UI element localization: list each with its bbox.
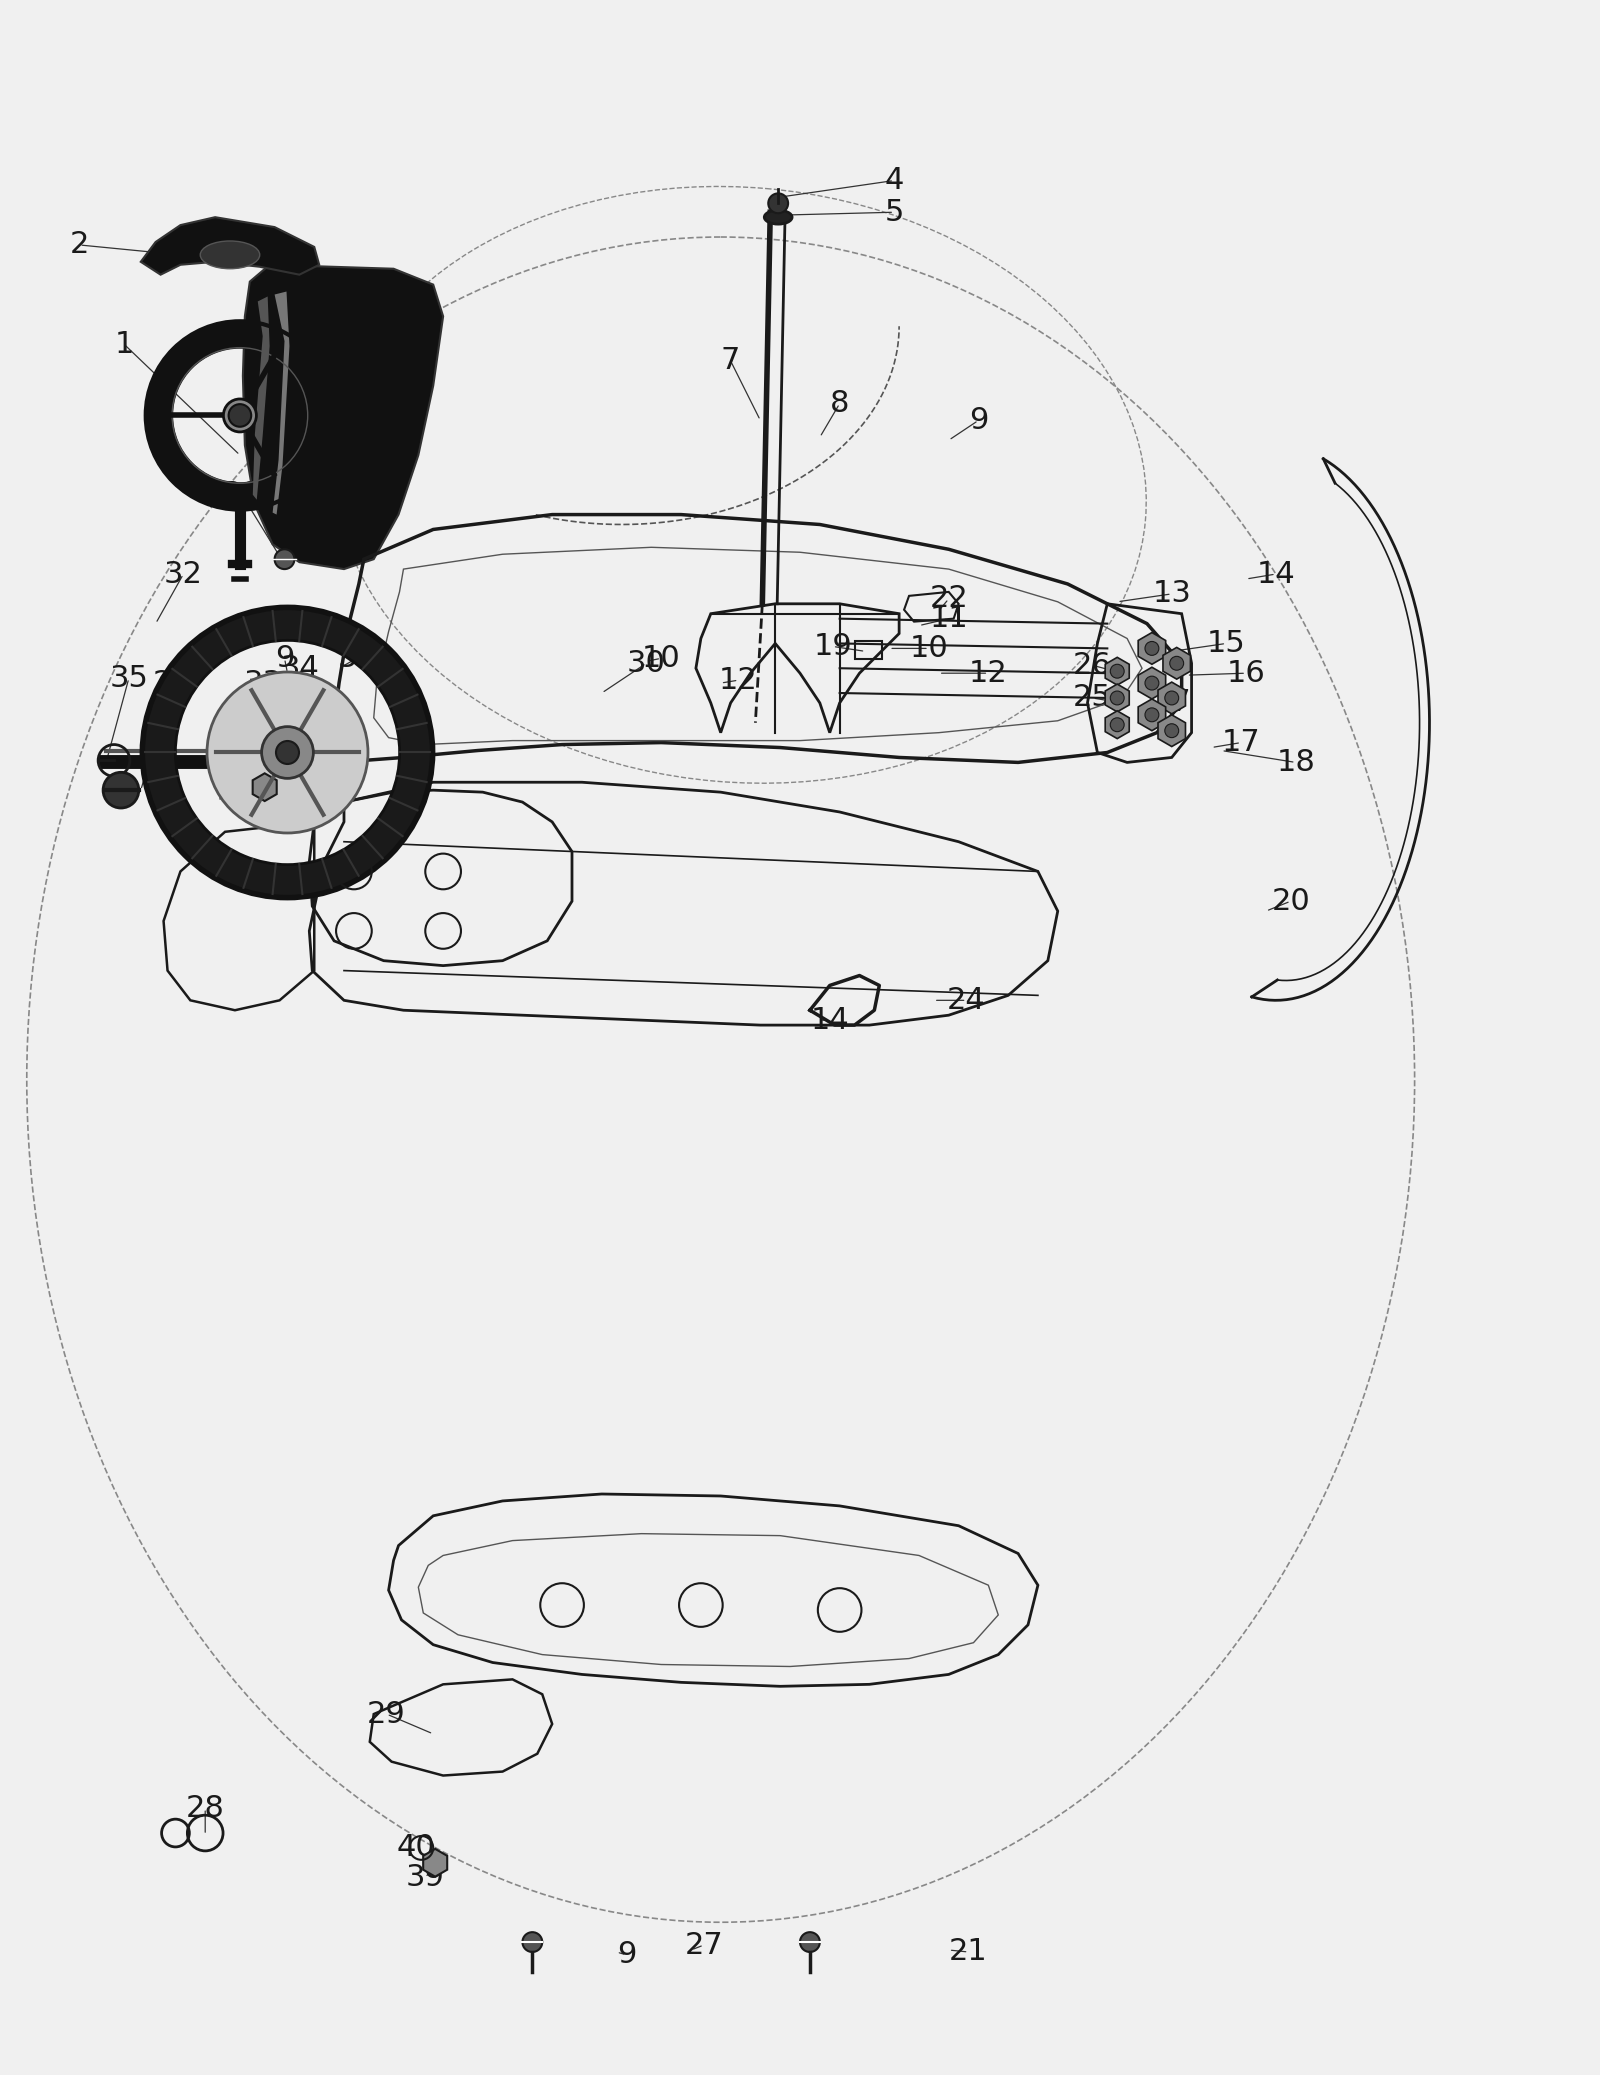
Text: 43: 43: [307, 342, 347, 371]
Text: 9: 9: [618, 1940, 637, 1969]
Circle shape: [1146, 708, 1158, 722]
Text: 9: 9: [210, 753, 230, 782]
Text: 9: 9: [275, 643, 294, 672]
Text: 14: 14: [810, 1006, 850, 1035]
Text: 25: 25: [1074, 683, 1112, 712]
Text: 27: 27: [685, 1930, 723, 1959]
Text: 35: 35: [109, 664, 149, 693]
Circle shape: [229, 405, 251, 427]
Text: 20: 20: [1272, 886, 1310, 915]
Text: 15: 15: [1206, 629, 1246, 658]
Text: 18: 18: [1277, 747, 1315, 776]
Circle shape: [102, 772, 139, 807]
Text: 1: 1: [114, 330, 134, 359]
Circle shape: [1146, 641, 1158, 656]
Text: 39: 39: [406, 1863, 445, 1892]
Text: 9: 9: [968, 407, 989, 436]
Polygon shape: [243, 266, 443, 569]
Circle shape: [1165, 691, 1179, 706]
Wedge shape: [144, 608, 432, 896]
Text: 3: 3: [304, 293, 325, 322]
Text: 26: 26: [1074, 652, 1112, 681]
Text: 41: 41: [266, 301, 304, 330]
Circle shape: [1165, 724, 1179, 737]
Text: 28: 28: [186, 1793, 224, 1822]
Text: 16: 16: [1227, 658, 1266, 687]
Ellipse shape: [200, 241, 259, 270]
Polygon shape: [141, 218, 320, 274]
Text: 17: 17: [1152, 689, 1190, 718]
Circle shape: [768, 193, 789, 214]
Circle shape: [1146, 676, 1158, 691]
Text: 5: 5: [885, 197, 904, 226]
Text: 2: 2: [70, 230, 90, 259]
Circle shape: [262, 726, 314, 778]
Text: 21: 21: [949, 1938, 987, 1967]
Text: 19: 19: [813, 633, 853, 662]
Text: 10: 10: [642, 643, 680, 672]
Circle shape: [1110, 664, 1125, 679]
Polygon shape: [253, 297, 270, 500]
Text: 31: 31: [338, 643, 376, 672]
Text: 8: 8: [830, 388, 850, 417]
Text: 7: 7: [722, 347, 741, 376]
Text: 22: 22: [930, 585, 968, 614]
Text: 12: 12: [970, 658, 1008, 687]
Text: 13: 13: [1152, 579, 1190, 608]
Circle shape: [275, 550, 294, 569]
Text: 29: 29: [368, 1699, 406, 1728]
Circle shape: [206, 672, 368, 832]
Text: 32: 32: [163, 560, 203, 589]
Ellipse shape: [765, 210, 792, 224]
Text: 14: 14: [1256, 560, 1296, 589]
Bar: [854, 641, 882, 660]
Text: 24: 24: [947, 986, 986, 1015]
Polygon shape: [272, 290, 290, 515]
Text: 40: 40: [397, 1834, 435, 1863]
Text: 10: 10: [909, 633, 949, 662]
Circle shape: [523, 1932, 542, 1953]
Text: 38: 38: [222, 479, 261, 508]
Text: 33: 33: [243, 668, 282, 697]
Text: 11: 11: [930, 604, 968, 633]
Circle shape: [1110, 691, 1125, 706]
Text: 23: 23: [154, 668, 192, 697]
Ellipse shape: [224, 398, 256, 432]
Text: 12: 12: [718, 666, 758, 695]
Wedge shape: [146, 322, 334, 510]
Text: 30: 30: [627, 649, 666, 679]
Circle shape: [1110, 718, 1125, 732]
Circle shape: [800, 1932, 819, 1953]
Circle shape: [1170, 656, 1184, 670]
Text: 17: 17: [1222, 728, 1261, 757]
Circle shape: [275, 741, 299, 764]
Text: 34: 34: [282, 654, 320, 683]
Text: 4: 4: [885, 166, 904, 195]
